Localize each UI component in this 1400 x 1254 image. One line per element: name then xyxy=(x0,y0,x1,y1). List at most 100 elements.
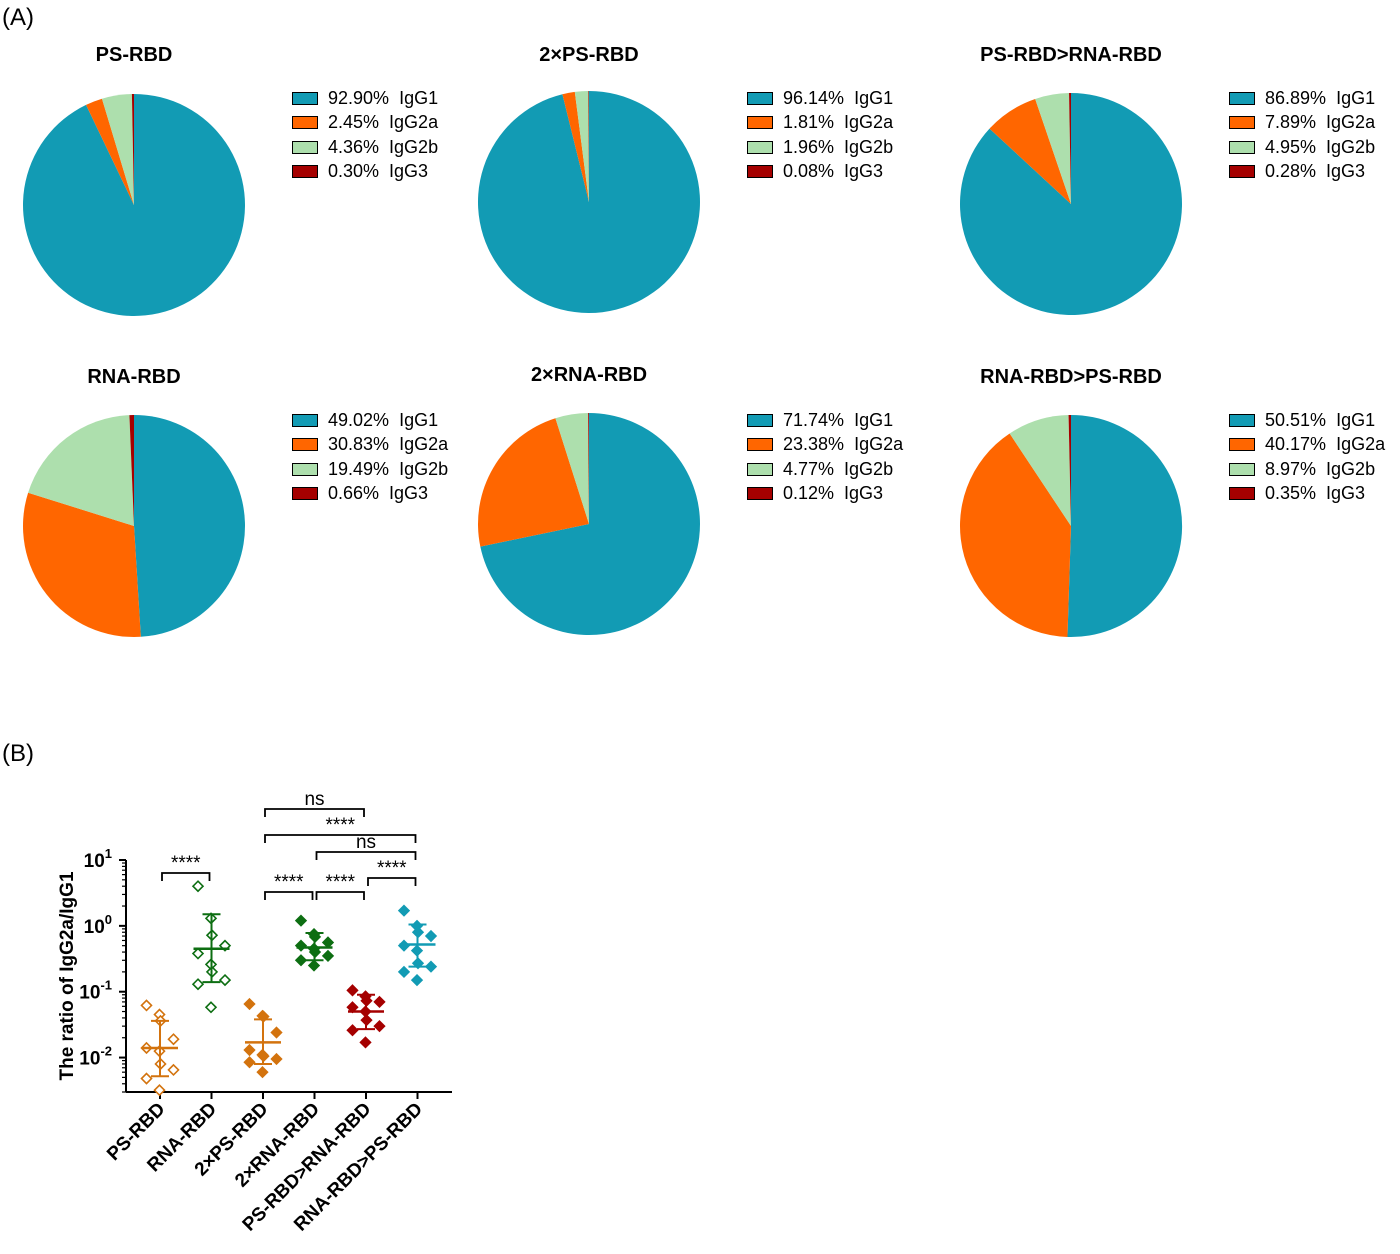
legend-pct: 1.81% xyxy=(783,112,835,133)
legend-pct: 0.08% xyxy=(783,161,835,182)
legend-item-igg3: 0.12% IgG3 xyxy=(747,482,903,507)
significance-label: **** xyxy=(377,858,407,879)
legend-label: IgG3 xyxy=(1326,483,1366,504)
pie-chart-2x-rna-rbd xyxy=(477,412,700,635)
legend-pct: 4.95% xyxy=(1265,136,1317,157)
data-point xyxy=(270,1026,283,1039)
legend-item-igg2b: 19.49% IgG2b xyxy=(292,457,448,482)
swatch-igg2b xyxy=(747,462,773,476)
data-point xyxy=(243,997,256,1011)
swatch-igg3 xyxy=(747,165,773,179)
legend-pct: 1.96% xyxy=(783,136,835,157)
swatch-igg2b xyxy=(292,462,318,476)
data-point xyxy=(424,960,438,973)
legend-label: IgG3 xyxy=(844,483,884,504)
pie-title-ps-rbd-rna-rbd: PS-RBD>RNA-RBD xyxy=(980,44,1162,66)
legend-item-igg1: 92.90% IgG1 xyxy=(292,86,438,111)
legend-rna-rbd: 49.02% IgG1 30.83% IgG2a 19.49% IgG2b 0.66%… xyxy=(292,408,448,506)
legend-item-igg1: 49.02% IgG1 xyxy=(292,408,448,433)
legend-pct: 40.17% xyxy=(1265,434,1327,455)
swatch-igg2b xyxy=(747,140,773,154)
legend-pct: 0.35% xyxy=(1265,483,1317,504)
swatch-igg2a xyxy=(747,116,773,130)
significance-bracket xyxy=(264,834,417,843)
panel-label-b: (B) xyxy=(2,740,34,767)
data-point xyxy=(270,1052,283,1066)
data-point xyxy=(140,999,153,1012)
data-point xyxy=(397,965,411,979)
swatch-igg3 xyxy=(747,487,773,501)
legend-pct: 2.45% xyxy=(328,112,380,133)
legend-label: IgG2b xyxy=(1326,136,1376,157)
pie-slice-igg1 xyxy=(477,91,700,313)
data-point xyxy=(294,939,308,952)
legend-item-igg3: 0.28% IgG3 xyxy=(1229,160,1375,185)
pie-slice-igg2a xyxy=(477,418,589,547)
data-point xyxy=(191,880,205,893)
data-point xyxy=(346,1024,359,1037)
legend-pct: 4.36% xyxy=(328,136,380,157)
swatch-igg1 xyxy=(747,91,773,105)
legend-pct: 0.28% xyxy=(1265,161,1317,182)
y-tick-label: 101 xyxy=(84,846,112,872)
legend-label: IgG2a xyxy=(1336,434,1386,455)
legend-pct: 19.49% xyxy=(328,458,390,479)
data-point xyxy=(346,984,359,997)
legend-pct: 92.90% xyxy=(328,87,390,108)
legend-item-igg2b: 4.95% IgG2b xyxy=(1229,135,1375,160)
legend-pct: 49.02% xyxy=(328,409,390,430)
legend-pct: 7.89% xyxy=(1265,112,1317,133)
pie-title-2x-rna-rbd: 2×RNA-RBD xyxy=(530,364,648,386)
legend-label: IgG1 xyxy=(399,409,439,430)
data-point xyxy=(167,1063,180,1077)
legend-pct: 0.66% xyxy=(328,483,380,504)
legend-2x-ps-rbd: 96.14% IgG1 1.81% IgG2a 1.96% IgG2b 0.08% Ig… xyxy=(747,86,893,184)
significance-bracket xyxy=(264,808,365,817)
data-point xyxy=(218,939,232,952)
legend-ps-rbd: 92.90% IgG1 2.45% IgG2a 4.36% IgG2b 0.30% Ig… xyxy=(292,86,438,184)
pie-slice-igg2a xyxy=(989,98,1071,204)
significance-label: ns xyxy=(356,832,376,853)
pie-slice-igg3 xyxy=(1068,415,1071,526)
pie-chart-ps-rbd-rna-rbd xyxy=(959,93,1182,316)
pie-title-rna-rbd: RNA-RBD xyxy=(87,366,181,388)
pie-slice-igg3 xyxy=(129,415,134,526)
legend-label: IgG2b xyxy=(844,458,894,479)
data-point xyxy=(167,1033,180,1046)
swatch-igg2a xyxy=(1229,438,1255,452)
legend-item-igg2a: 1.81% IgG2a xyxy=(747,111,893,136)
legend-label: IgG2a xyxy=(399,434,449,455)
significance-label: **** xyxy=(171,853,201,874)
legend-item-igg2a: 40.17% IgG2a xyxy=(1229,433,1385,458)
legend-pct: 0.12% xyxy=(783,483,835,504)
significance-bracket xyxy=(367,877,417,886)
pie-title-ps-rbd: PS-RBD xyxy=(95,44,173,66)
pie-slice-igg1 xyxy=(959,93,1182,316)
legend-item-igg3: 0.08% IgG3 xyxy=(747,160,893,185)
pie-slice-igg2a xyxy=(86,98,134,205)
legend-label: IgG1 xyxy=(854,409,894,430)
legend-item-igg2b: 8.97% IgG2b xyxy=(1229,457,1385,482)
pie-title-rna-rbd-ps-rbd: RNA-RBD>PS-RBD xyxy=(980,366,1162,388)
legend-label: IgG2a xyxy=(1326,112,1376,133)
legend-2x-rna-rbd: 71.74% IgG1 23.38% IgG2a 4.77% IgG2b 0.12% I… xyxy=(747,408,903,506)
pie-slice-igg2b xyxy=(555,413,589,524)
legend-item-igg2b: 4.36% IgG2b xyxy=(292,135,438,160)
swatch-igg1 xyxy=(292,413,318,427)
legend-item-igg2b: 4.77% IgG2b xyxy=(747,457,903,482)
data-point xyxy=(424,929,438,943)
legend-item-igg1: 71.74% IgG1 xyxy=(747,408,903,433)
data-point xyxy=(321,936,335,949)
legend-pct: 4.77% xyxy=(783,458,835,479)
pie-chart-rna-rbd xyxy=(22,415,246,638)
significance-label: **** xyxy=(325,872,355,893)
significance-bracket xyxy=(264,891,314,900)
pie-slice-igg2a xyxy=(959,433,1071,637)
legend-pct: 86.89% xyxy=(1265,87,1327,108)
data-point xyxy=(410,973,424,987)
data-point xyxy=(256,1066,269,1079)
legend-label: IgG2a xyxy=(854,434,904,455)
significance-bracket xyxy=(315,891,365,900)
legend-pct: 50.51% xyxy=(1265,409,1327,430)
swatch-igg2b xyxy=(292,140,318,154)
